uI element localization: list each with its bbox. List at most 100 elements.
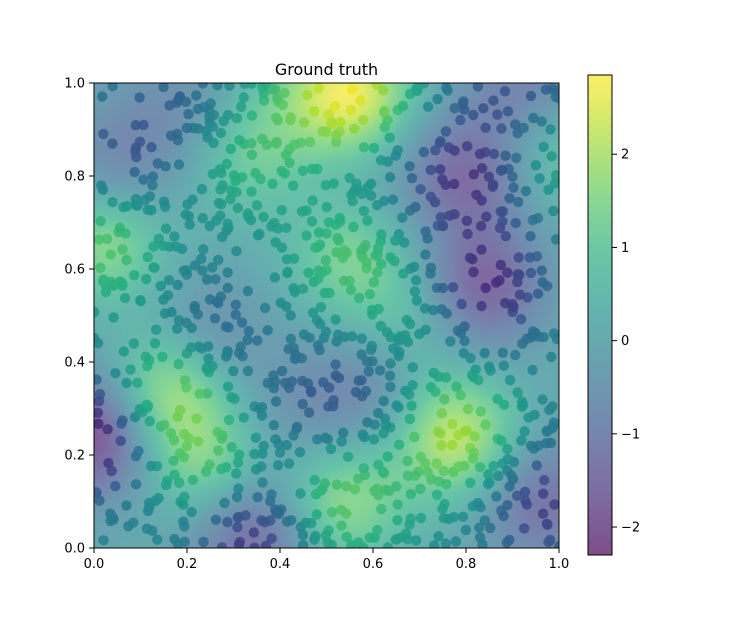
scatter-point bbox=[121, 377, 132, 389]
scatter-point bbox=[467, 453, 479, 464]
scatter-point bbox=[338, 427, 349, 438]
scatter-point bbox=[397, 100, 409, 112]
scatter-point bbox=[197, 83, 208, 89]
scatter-point bbox=[311, 509, 322, 520]
y-tick-label: 0.0 bbox=[64, 542, 85, 557]
scatter-point bbox=[304, 136, 316, 148]
scatter-point bbox=[246, 83, 257, 89]
scatter-point bbox=[409, 286, 421, 297]
scatter-point bbox=[98, 535, 109, 546]
scatter-point bbox=[140, 351, 151, 362]
scatter-point bbox=[122, 200, 133, 212]
colorbar: −2 −1 0 1 2 bbox=[587, 74, 640, 556]
scatter-point bbox=[130, 120, 141, 131]
scatter-point bbox=[361, 356, 373, 367]
scatter-point bbox=[512, 490, 523, 501]
scatter-point bbox=[523, 412, 534, 423]
scatter-point bbox=[246, 186, 257, 197]
scatter-point bbox=[478, 103, 489, 114]
scatter-point bbox=[539, 475, 550, 486]
scatter-point bbox=[364, 289, 376, 300]
scatter-point bbox=[513, 196, 524, 208]
scatter-point bbox=[435, 212, 447, 223]
scatter-point bbox=[313, 227, 325, 238]
scatter-point bbox=[476, 163, 488, 174]
colorbar-ticks: −2 −1 0 1 2 bbox=[612, 148, 640, 536]
scatter-point bbox=[437, 174, 448, 185]
scatter-point bbox=[234, 135, 245, 146]
scatter-point bbox=[549, 178, 559, 189]
scatter-point bbox=[268, 420, 280, 431]
scatter-point bbox=[540, 84, 552, 95]
scatter-point bbox=[277, 99, 288, 111]
scatter-point bbox=[307, 307, 319, 318]
scatter-point bbox=[297, 529, 309, 541]
scatter-point bbox=[505, 374, 516, 386]
scatter-point bbox=[438, 465, 449, 477]
scatter-point bbox=[544, 404, 555, 416]
scatter-point bbox=[294, 447, 306, 458]
scatter-point bbox=[202, 388, 213, 399]
scatter-point bbox=[475, 406, 486, 417]
scatter-point bbox=[148, 241, 159, 252]
scatter-point bbox=[543, 184, 554, 195]
scatter-point bbox=[146, 142, 157, 153]
scatter-point bbox=[378, 428, 389, 439]
scatter-point bbox=[468, 169, 479, 180]
scatter-point bbox=[187, 474, 199, 486]
scatter-point bbox=[407, 380, 418, 391]
scatter-point bbox=[94, 487, 102, 498]
scatter-point bbox=[368, 277, 380, 288]
scatter-point bbox=[406, 173, 418, 184]
scatter-point bbox=[139, 194, 151, 206]
scatter-point bbox=[94, 234, 105, 245]
chart-title: Ground truth bbox=[275, 60, 378, 79]
scatter-point bbox=[480, 282, 491, 294]
scatter-point bbox=[447, 439, 458, 451]
scatter-point bbox=[183, 108, 194, 120]
scatter-point bbox=[388, 343, 399, 354]
colorbar-gradient bbox=[588, 75, 612, 555]
scatter-point bbox=[330, 314, 341, 325]
scatter-point bbox=[107, 83, 118, 92]
scatter-point bbox=[502, 267, 513, 278]
scatter-point bbox=[181, 122, 192, 134]
scatter-point bbox=[432, 93, 443, 105]
scatter-point bbox=[550, 234, 559, 245]
scatter-point bbox=[444, 210, 455, 221]
scatter-point bbox=[249, 542, 260, 548]
scatter-point bbox=[236, 317, 248, 328]
scatter-point bbox=[246, 138, 257, 149]
scatter-point bbox=[97, 91, 108, 102]
scatter-point bbox=[474, 532, 486, 543]
scatter-point bbox=[461, 215, 473, 226]
scatter-point bbox=[250, 167, 261, 179]
scatter-point bbox=[209, 313, 221, 324]
scatter-point bbox=[353, 375, 364, 386]
scatter-point bbox=[365, 190, 377, 201]
scatter-point bbox=[332, 329, 344, 340]
scatter-point bbox=[360, 240, 371, 251]
scatter-point bbox=[314, 345, 325, 356]
scatter-point bbox=[504, 481, 515, 492]
scatter-point bbox=[368, 142, 380, 154]
scatter-point bbox=[312, 434, 323, 445]
scatter-point bbox=[346, 84, 358, 95]
scatter-point bbox=[497, 347, 508, 358]
scatter-point bbox=[297, 283, 309, 294]
scatter-point bbox=[371, 200, 383, 211]
scatter-point bbox=[144, 502, 155, 513]
scatter-point bbox=[180, 209, 191, 220]
scatter-point bbox=[479, 515, 491, 526]
scatter-point bbox=[169, 533, 180, 545]
scatter-point bbox=[117, 244, 128, 255]
scatter-point bbox=[285, 310, 296, 321]
scatter-point bbox=[94, 396, 105, 407]
scatter-point bbox=[359, 432, 370, 443]
scatter-point bbox=[121, 500, 132, 511]
scatter-point bbox=[519, 426, 530, 437]
scatter-point bbox=[266, 533, 277, 544]
scatter-point bbox=[525, 267, 537, 279]
scatter-point bbox=[106, 279, 118, 290]
scatter-point bbox=[301, 230, 312, 241]
